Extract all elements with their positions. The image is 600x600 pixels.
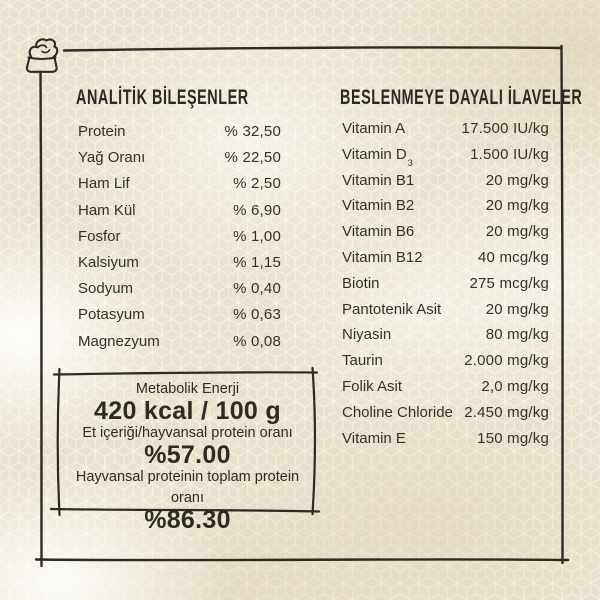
row-value: 150 mg/kg [477, 429, 549, 447]
row-value: % 6,90 [233, 201, 281, 219]
row-value: 20 mg/kg [485, 197, 549, 215]
table-row: Ham Lif % 2,50 [78, 171, 281, 197]
outer-frame [34, 44, 570, 568]
row-label: Vitamin E [342, 429, 406, 447]
animal-protein-ratio-value: %86.30 [144, 506, 231, 534]
row-value: % 0,40 [233, 280, 281, 298]
row-value: 20 mg/kg [485, 223, 549, 241]
table-row: Vitamin A 17.500 IU/kg [342, 116, 549, 142]
row-value: 275 mcg/kg [469, 274, 549, 292]
table-row: Yağ Oranı % 22,50 [78, 145, 281, 171]
row-value: % 22,50 [224, 149, 281, 167]
row-label: Protein [78, 123, 126, 140]
pet-food-bowl-icon [25, 38, 59, 73]
row-value: % 2,50 [233, 175, 281, 193]
row-label: Niyasin [342, 326, 392, 344]
metabolic-energy-value: 420 kcal / 100 g [94, 397, 281, 425]
row-value: 80 mg/kg [485, 326, 549, 344]
row-value: 20 mg/kg [485, 300, 549, 318]
row-value: 2,0 mg/kg [481, 377, 549, 395]
table-row: Vitamin B12 40 mcg/kg [342, 245, 549, 271]
row-label: Pantotenik Asit [342, 300, 442, 318]
subscript: 3 [407, 157, 413, 168]
animal-protein-ratio-label: Hayvansal proteinin toplam protein oranı [75, 469, 300, 506]
row-label: Vitamin B12 [342, 248, 423, 266]
row-label: Folik Asit [342, 377, 403, 395]
table-row: Taurin 2.000 mg/kg [342, 348, 549, 374]
row-label: Ham Lif [78, 175, 130, 193]
row-value: 2.000 mg/kg [464, 352, 549, 370]
table-row: Ham Kül % 6,90 [78, 198, 281, 224]
row-value: % 1,15 [233, 253, 281, 271]
table-row: Kalsiyum % 1,15 [78, 250, 281, 276]
row-value: 2.450 mg/kg [464, 403, 549, 421]
row-label: Biotin [342, 274, 380, 292]
table-row: Vitamin E 150 mg/kg [342, 426, 549, 452]
row-label: Fosfor [78, 227, 121, 245]
row-value: 20 mg/kg [485, 171, 549, 189]
table-row: Choline Chloride 2.450 mg/kg [342, 400, 549, 426]
table-row: Vitamin B1 20 mg/kg [342, 168, 549, 194]
row-label: Vitamin B2 [342, 197, 415, 215]
table-row: Niyasin 80 mg/kg [342, 322, 549, 348]
row-value: 40 mcg/kg [478, 248, 549, 266]
analytical-components-table: Protein % 32,50 Yağ Oranı % 22,50 Ham Li… [78, 119, 281, 355]
row-label: Choline Chloride [342, 403, 453, 421]
row-label: Vitamin B6 [342, 223, 415, 241]
table-row: Fosfor % 1,00 [78, 224, 281, 250]
energy-box-frame [49, 366, 321, 517]
row-value: 17.500 IU/kg [461, 120, 549, 137]
row-label: Yağ Oranı [78, 149, 146, 167]
row-label: Taurin [342, 352, 383, 370]
row-label: Magnezyum [78, 332, 160, 350]
row-label: Vitamin D3 [342, 145, 413, 168]
row-value: % 0,63 [233, 306, 281, 324]
metabolic-energy-label: Metabolik Enerji [135, 381, 240, 397]
row-label: Ham Kül [78, 201, 136, 219]
row-value: % 0,08 [233, 332, 281, 350]
analytical-components-title: ANALİTİK BİLEŞENLER [76, 87, 249, 110]
row-label: Potasyum [78, 306, 145, 324]
row-value: % 32,50 [224, 123, 281, 140]
metabolic-energy-box: Metabolik Enerji 420 kcal / 100 g Et içe… [62, 379, 313, 534]
table-row: Vitamin D3 1.500 IU/kg [342, 142, 549, 168]
table-row: Protein % 32,50 [78, 119, 281, 145]
table-row: Vitamin B2 20 mg/kg [342, 193, 549, 219]
table-row: Potasyum % 0,63 [78, 302, 281, 328]
row-label: Kalsiyum [78, 253, 139, 271]
row-label: Sodyum [78, 280, 134, 298]
table-row: Biotin 275 mcg/kg [342, 271, 549, 297]
meat-protein-ratio-value: %57.00 [144, 441, 231, 469]
nutritional-additives-title: BESLENMEYE DAYALI İLAVELER [340, 87, 583, 110]
table-row: Vitamin B6 20 mg/kg [342, 219, 549, 245]
row-value: % 1,00 [233, 227, 281, 245]
row-label: Vitamin A [342, 120, 406, 137]
table-row: Magnezyum % 0,08 [78, 329, 281, 355]
meat-protein-ratio-label: Et içeriği/hayvansal protein oranı [82, 425, 293, 441]
table-row: Pantotenik Asit 20 mg/kg [342, 297, 549, 323]
nutritional-additives-table: Vitamin A 17.500 IU/kg Vitamin D3 1.500 … [342, 116, 549, 451]
table-row: Sodyum % 0,40 [78, 276, 281, 302]
row-value: 1.500 IU/kg [470, 145, 549, 163]
row-label: Vitamin B1 [342, 171, 415, 189]
table-row: Folik Asit 2,0 mg/kg [342, 374, 549, 400]
